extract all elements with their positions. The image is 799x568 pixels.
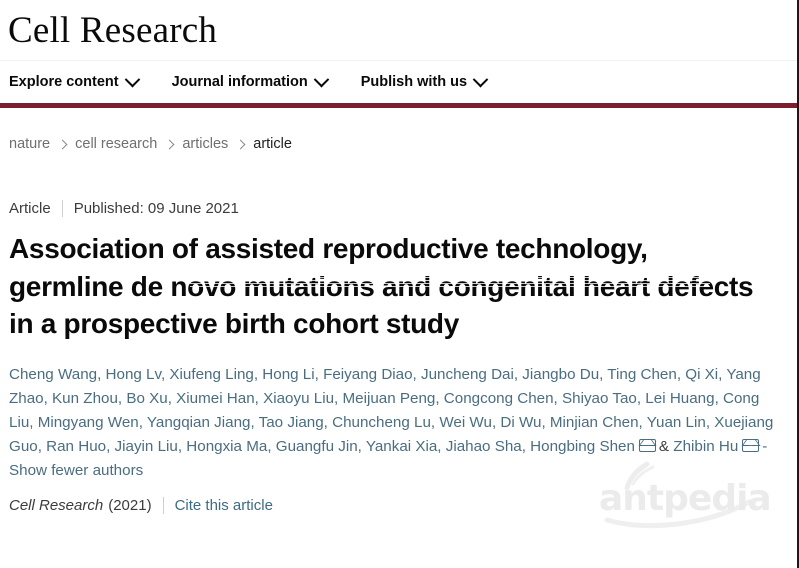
chevron-down-icon xyxy=(124,71,140,87)
nav-item-publish-with-us[interactable]: Publish with us xyxy=(360,71,489,90)
breadcrumb-item-nature[interactable]: nature xyxy=(9,136,51,152)
article-title-line-2: germline de novo mutations and congenita… xyxy=(9,270,650,302)
cite-this-article-link[interactable]: Cite this article xyxy=(174,496,273,514)
show-fewer-authors-button[interactable]: -Show fewer authors xyxy=(9,437,768,479)
article-meta: Article Published: 09 June 2021 xyxy=(0,152,797,217)
author-separator: & xyxy=(658,437,670,455)
breadcrumb: nature cell research articles article xyxy=(0,108,797,152)
author-list: Cheng Wang, Hong Lv, Xiufeng Ling, Hong … xyxy=(0,343,797,483)
nav-item-explore-content[interactable]: Explore content xyxy=(9,71,140,90)
primary-navigation: Explore content Journal information Publ… xyxy=(0,61,797,108)
page-title: Association of assisted reproductive tec… xyxy=(0,230,797,343)
nav-item-label: Journal information xyxy=(171,74,308,90)
article-title-line-1: Association of assisted reproductive tec… xyxy=(9,233,648,264)
author-line-3[interactable]: Huang, Cong Liu, Mingyang Wen, Yangqian … xyxy=(9,389,760,431)
envelope-icon[interactable] xyxy=(638,438,656,452)
breadcrumb-item-article: article xyxy=(253,136,292,152)
meta-divider xyxy=(61,200,63,217)
article-type: Article xyxy=(9,200,51,217)
chevron-right-icon xyxy=(235,139,246,149)
article-title-line-3: defects in a prospective birth cohort st… xyxy=(9,270,754,340)
corresponding-author-shen[interactable]: Shen xyxy=(599,437,635,455)
citation-divider xyxy=(162,496,164,514)
author-line-1[interactable]: Cheng Wang, Hong Lv, Xiufeng Ling, Hong … xyxy=(9,365,723,383)
breadcrumb-item-cell-research[interactable]: cell research xyxy=(75,136,158,152)
author-line-2[interactable]: Yang Zhao, Kun Zhou, Bo Xu, Xiumei Han, … xyxy=(9,365,761,407)
citation-journal: Cell Research xyxy=(9,496,104,514)
journal-masthead: Cell Research xyxy=(0,0,797,61)
nav-item-label: Publish with us xyxy=(360,74,468,90)
breadcrumb-item-articles[interactable]: articles xyxy=(182,136,229,152)
corresponding-author-hu[interactable]: Zhibin Hu xyxy=(673,437,739,455)
envelope-icon[interactable] xyxy=(742,438,760,452)
article-published-date: Published: 09 June 2021 xyxy=(73,200,239,217)
chevron-right-icon xyxy=(164,139,175,149)
chevron-down-icon xyxy=(472,71,489,87)
citation-year: (2021) xyxy=(108,496,152,514)
chevron-right-icon xyxy=(57,139,68,149)
nav-item-journal-information[interactable]: Journal information xyxy=(171,71,330,90)
citation-line: Cell Research (2021) Cite this article xyxy=(0,483,797,514)
journal-title[interactable]: Cell Research xyxy=(8,9,218,51)
author-line-4[interactable]: Yuan Lin, Xuejiang Guo, Ran Huo, Jiayin … xyxy=(9,413,774,455)
nav-item-label: Explore content xyxy=(9,74,119,90)
chevron-down-icon xyxy=(313,71,330,87)
